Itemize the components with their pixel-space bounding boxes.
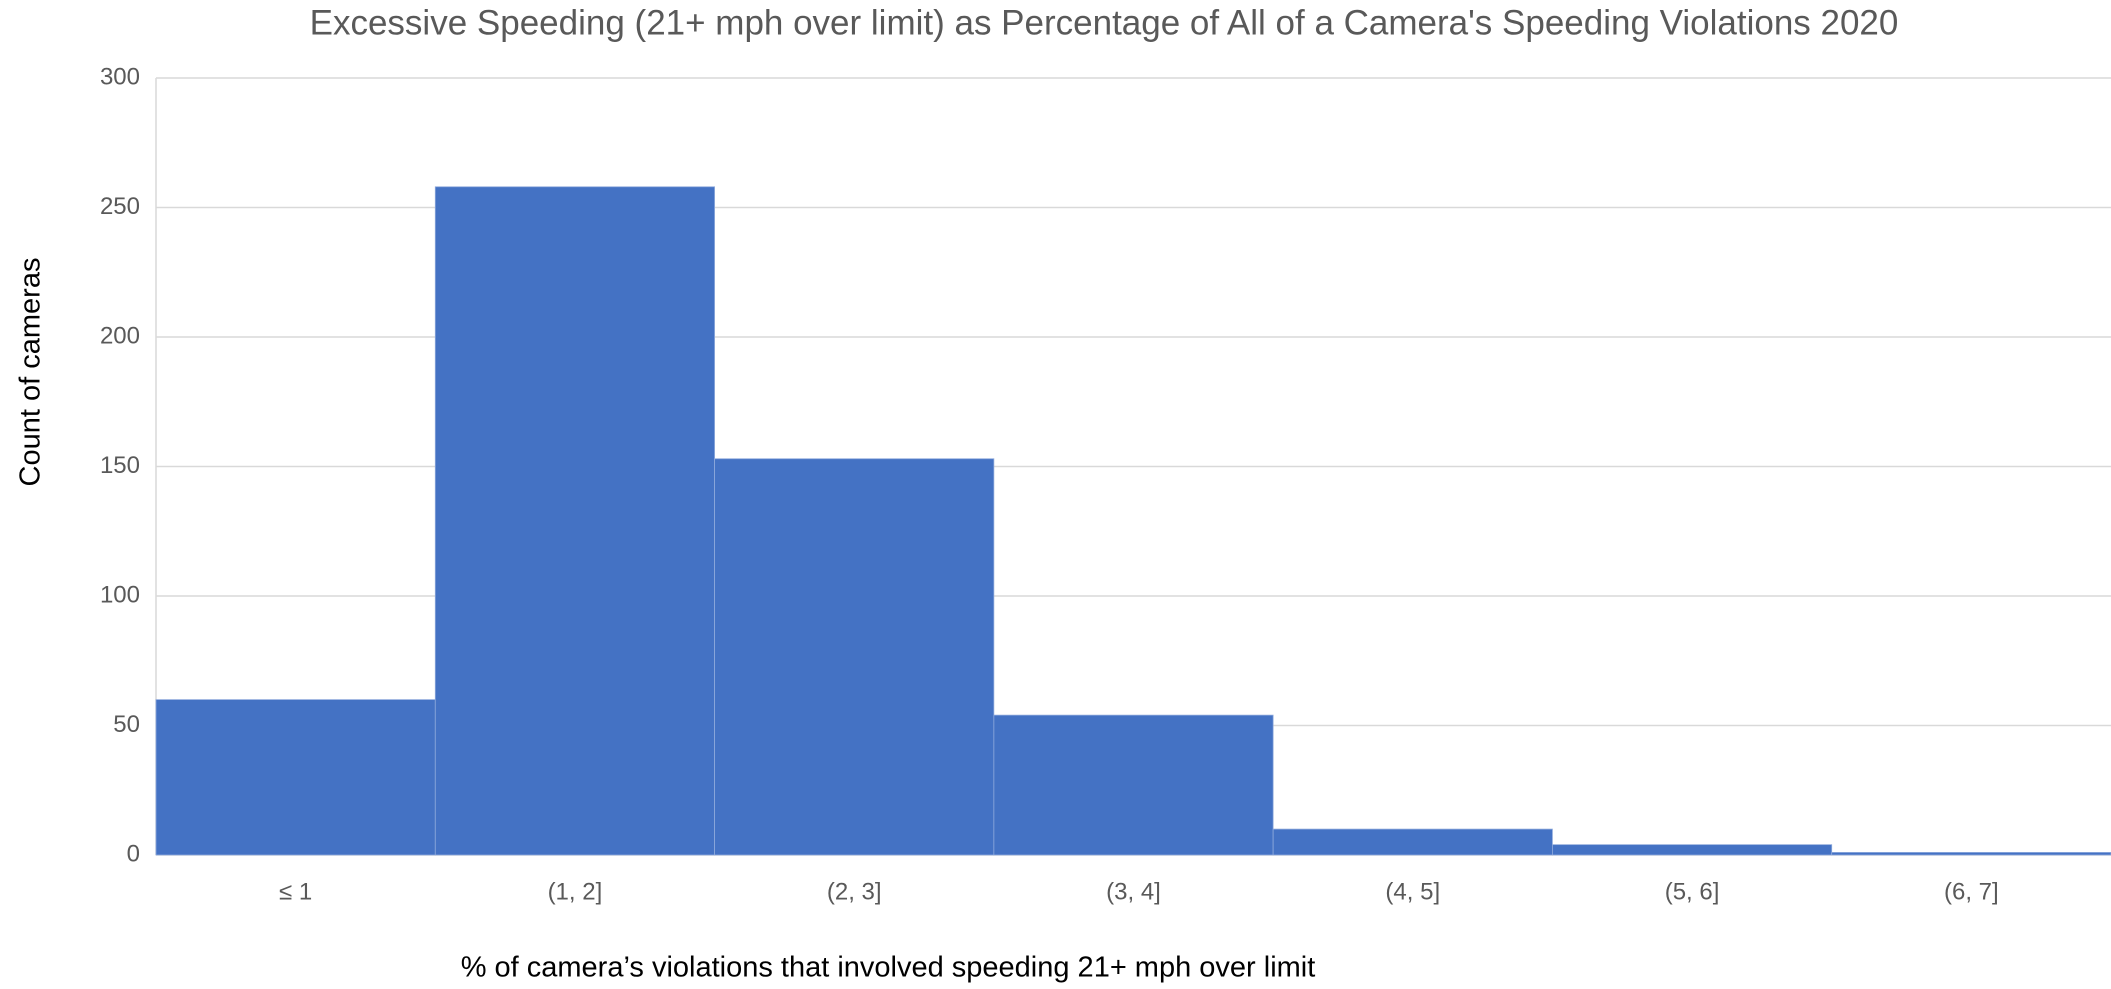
y-tick-label: 200: [100, 322, 140, 349]
chart-title: Excessive Speeding (21+ mph over limit) …: [310, 3, 1899, 42]
bar: [714, 458, 995, 856]
y-tick-label: 0: [127, 840, 140, 867]
x-tick-label: (4, 5]: [1385, 878, 1440, 905]
x-tick-label: ≤ 1: [279, 878, 312, 905]
bar: [1831, 852, 2111, 856]
x-tick-label: (2, 3]: [827, 878, 882, 905]
x-tick-label: (5, 6]: [1665, 878, 1720, 905]
y-tick-label: 300: [100, 63, 140, 90]
y-tick-label: 150: [100, 452, 140, 479]
bar: [434, 186, 715, 856]
bar: [993, 714, 1274, 856]
bar: [155, 699, 436, 856]
x-tick-label: (1, 2]: [548, 878, 603, 905]
y-axis-label: Count of cameras: [15, 258, 47, 487]
x-tick-label: (3, 4]: [1106, 878, 1161, 905]
y-tick-label: 100: [100, 581, 140, 608]
x-tick-label: (6, 7]: [1944, 878, 1999, 905]
x-axis-label: % of camera’s violations that involved s…: [461, 952, 1316, 984]
y-tick-label: 50: [113, 711, 140, 738]
y-tick-label: 250: [100, 193, 140, 220]
bar: [1552, 844, 1833, 856]
bar: [1272, 828, 1553, 856]
